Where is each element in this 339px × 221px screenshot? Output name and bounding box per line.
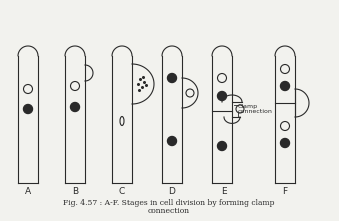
Circle shape: [218, 91, 226, 101]
Circle shape: [280, 139, 290, 147]
Text: E: E: [221, 187, 227, 196]
Circle shape: [167, 137, 177, 145]
Circle shape: [280, 82, 290, 91]
Circle shape: [23, 84, 33, 93]
Text: F: F: [282, 187, 287, 196]
Text: Fig. 4.57 : A-F. Stages in cell division by forming clamp: Fig. 4.57 : A-F. Stages in cell division…: [63, 199, 275, 207]
Text: A: A: [25, 187, 31, 196]
Circle shape: [218, 74, 226, 82]
Circle shape: [186, 89, 194, 97]
Circle shape: [236, 105, 244, 113]
Circle shape: [71, 103, 80, 112]
Text: C: C: [119, 187, 125, 196]
Circle shape: [218, 141, 226, 151]
Text: B: B: [72, 187, 78, 196]
Circle shape: [280, 65, 290, 74]
Circle shape: [71, 82, 80, 91]
Circle shape: [167, 74, 177, 82]
Circle shape: [280, 122, 290, 130]
Circle shape: [23, 105, 33, 114]
Text: connection: connection: [148, 207, 190, 215]
Ellipse shape: [120, 116, 124, 126]
Text: D: D: [168, 187, 176, 196]
Text: Clamp
connection: Clamp connection: [238, 104, 273, 114]
